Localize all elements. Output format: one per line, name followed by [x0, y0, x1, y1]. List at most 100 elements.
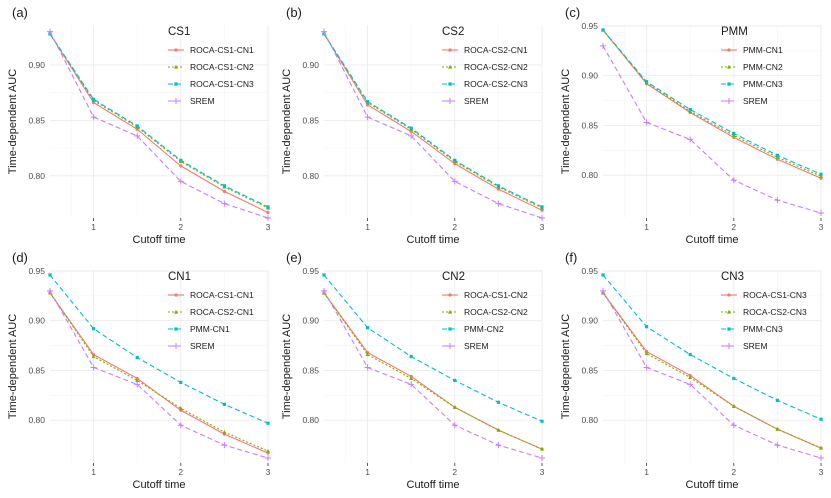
series-line-roca-cs2-cn2 [323, 33, 543, 209]
data-point [177, 422, 184, 429]
data-point [266, 448, 270, 453]
panel-2: (c) 0.80 0.85 0.90 0.95 1 2 3 Cutoff time Time-de… [560, 5, 824, 246]
legend-marker [447, 343, 453, 349]
legend-marker [173, 343, 179, 349]
panel-label: (d) [12, 250, 28, 265]
data-point [90, 114, 97, 121]
data-point [366, 326, 370, 330]
data-point [409, 126, 413, 130]
legend-title: CN2 [442, 271, 465, 283]
legend-marker [174, 64, 178, 69]
y-tick-label: 0.90 [581, 71, 598, 81]
legend-label: SREM [190, 341, 215, 351]
data-point [364, 114, 371, 121]
series-line-roca-cs1-cn2 [323, 292, 543, 450]
legend: PMM PMM-CN1 PMM-CN2 PMM-CN3 SREM [721, 26, 783, 106]
series-line-srem [323, 290, 543, 459]
y-tick-label: 0.85 [581, 120, 598, 130]
panel-1: (b) 0.80 0.85 0.90 1 2 3 Cutoff time Time-depend… [281, 5, 545, 246]
legend-marker [727, 48, 731, 52]
data-point [644, 351, 649, 356]
data-point [409, 354, 413, 359]
legend-marker [174, 82, 178, 86]
legend-label: ROCA-CS1-CN2 [464, 290, 528, 300]
x-tick-label: 3 [266, 467, 271, 477]
legend-label: ROCA-CS2-CN1 [464, 45, 528, 55]
legend-marker [726, 98, 732, 104]
data-point [687, 136, 694, 143]
series-line-pmm-cn3 [602, 274, 822, 420]
x-axis-title: Cutoff time [407, 234, 460, 246]
x-axis-title: Cutoff time [686, 234, 739, 246]
data-point [601, 273, 605, 277]
data-point [818, 210, 824, 217]
x-tick-label: 3 [819, 467, 824, 477]
panel-label: (f) [565, 250, 577, 265]
panel-label: (b) [286, 5, 302, 20]
legend-label: ROCA-CS1-CN3 [743, 290, 807, 300]
data-point [47, 28, 53, 35]
legend-marker [726, 343, 732, 349]
legend-title: PMM [721, 26, 748, 38]
data-point [495, 442, 502, 449]
legend: CN2 ROCA-CS1-CN2 ROCA-CS2-CN2 PMM-CN2 SREM [442, 271, 528, 351]
legend-marker [727, 64, 731, 69]
data-point [48, 273, 52, 277]
data-point [645, 80, 649, 84]
data-point [453, 158, 457, 162]
data-point [135, 355, 139, 360]
data-point [135, 124, 139, 128]
x-tick-label: 2 [452, 467, 457, 477]
series-line-roca-cs1-cn1 [49, 33, 269, 213]
data-point [265, 455, 271, 462]
legend-marker [727, 327, 731, 331]
series-line-srem [49, 31, 269, 219]
legend-label: SREM [464, 96, 489, 106]
y-tick-label: 0.85 [302, 115, 319, 125]
legend-label: PMM-CN1 [743, 45, 783, 55]
data-point [178, 406, 183, 410]
data-point [775, 153, 779, 157]
legend-marker [448, 309, 452, 314]
x-tick-label: 3 [540, 467, 545, 477]
data-point [774, 197, 781, 204]
legend-label: SREM [743, 341, 768, 351]
panel-label: (c) [565, 5, 580, 20]
series-line-srem [49, 290, 269, 459]
data-point [540, 446, 544, 451]
data-point [222, 189, 226, 193]
y-tick-label: 0.80 [581, 415, 598, 425]
y-tick-label: 0.95 [28, 266, 45, 276]
data-point [179, 158, 183, 162]
data-point [265, 215, 271, 221]
x-axis-title: Cutoff time [133, 479, 186, 491]
legend-marker [448, 327, 452, 331]
legend-marker [448, 64, 452, 69]
data-point [179, 164, 183, 168]
y-axis-title: Time-dependent AUC [560, 314, 572, 419]
series-line-roca-cs2-cn3 [323, 33, 543, 208]
y-tick-label: 0.95 [302, 266, 319, 276]
legend-label: PMM-CN3 [743, 79, 783, 89]
data-point [643, 119, 650, 126]
data-point [47, 287, 53, 294]
legend-marker [727, 82, 731, 86]
x-tick-label: 1 [91, 467, 96, 477]
data-point [818, 455, 824, 462]
y-axis-title: Time-dependent AUC [7, 69, 19, 174]
y-tick-label: 0.80 [302, 171, 319, 181]
x-axis-title: Cutoff time [686, 479, 739, 491]
data-point [775, 398, 779, 402]
data-point [408, 132, 415, 139]
data-point [134, 381, 141, 388]
y-axis-title: Time-dependent AUC [560, 69, 572, 174]
data-point [364, 364, 371, 371]
y-tick-label: 0.90 [581, 316, 598, 326]
legend: CN3 ROCA-CS1-CN3 ROCA-CS2-CN3 PMM-CN3 SREM [721, 271, 807, 351]
data-point [730, 422, 737, 429]
x-tick-label: 3 [540, 222, 545, 232]
data-point [774, 442, 781, 449]
data-point [601, 28, 605, 32]
